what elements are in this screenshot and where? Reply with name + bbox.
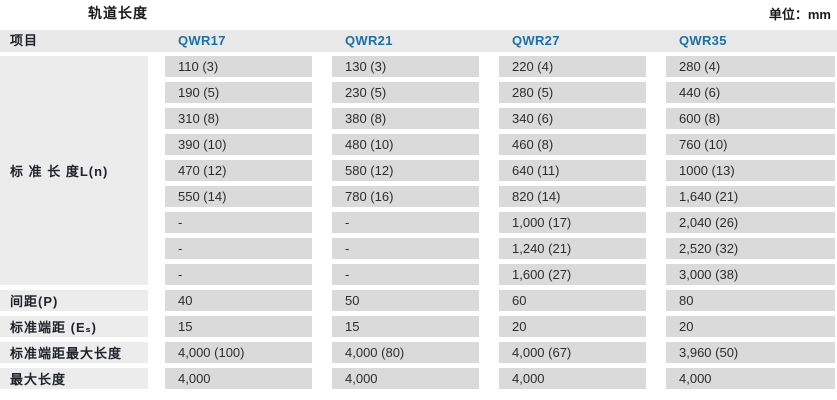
cell-qwr35-spec-3: 3,960 (50) (666, 342, 835, 363)
cell-qwr27-spec-3: 4,000 (67) (499, 342, 646, 363)
row-label-standard-length: 标 准 长 度L(n) (0, 56, 148, 285)
cell-qwr17-length-7: - (165, 212, 312, 233)
cell-qwr21-length-2: 230 (5) (332, 82, 479, 103)
section-title: 轨道长度 (88, 5, 148, 21)
cell-qwr17-spec-2: 15 (165, 316, 312, 337)
cell-qwr27-length-8: 1,240 (21) (499, 238, 646, 259)
column-header-qwr27: QWR27 (512, 33, 560, 48)
cell-qwr17-spec-4: 4,000 (165, 368, 312, 389)
cell-qwr27-length-2: 280 (5) (499, 82, 646, 103)
cell-qwr35-length-3: 600 (8) (666, 108, 835, 129)
cell-qwr21-length-3: 380 (8) (332, 108, 479, 129)
cell-qwr21-length-9: - (332, 264, 479, 285)
cell-qwr27-spec-2: 20 (499, 316, 646, 337)
row-label-spec-4: 最大长度 (0, 368, 148, 389)
row-label-spec-3: 标准端距最大长度 (0, 342, 148, 363)
cell-qwr35-spec-2: 20 (666, 316, 835, 337)
table-header-row: 项目 QWR17 QWR21 QWR27 QWR35 (0, 30, 837, 56)
cell-qwr21-length-4: 480 (10) (332, 134, 479, 155)
column-header-qwr21: QWR21 (345, 33, 393, 48)
cell-qwr21-length-5: 580 (12) (332, 160, 479, 181)
row-label-spec-1: 间距(P) (0, 290, 148, 311)
title-row: 轨道长度 单位：mm (0, 0, 837, 30)
cell-qwr35-spec-1: 80 (666, 290, 835, 311)
column-header-item: 项目 (10, 33, 39, 48)
cell-qwr27-spec-4: 4,000 (499, 368, 646, 389)
cell-qwr17-spec-3: 4,000 (100) (165, 342, 312, 363)
column-header-qwr17: QWR17 (178, 33, 226, 48)
cell-qwr17-length-2: 190 (5) (165, 82, 312, 103)
cell-qwr35-length-8: 2,520 (32) (666, 238, 835, 259)
cell-qwr27-spec-1: 60 (499, 290, 646, 311)
cell-qwr17-length-6: 550 (14) (165, 186, 312, 207)
row-label-spec-2: 标准端距 (Eₛ) (0, 316, 148, 337)
cell-qwr27-length-4: 460 (8) (499, 134, 646, 155)
cell-qwr17-length-5: 470 (12) (165, 160, 312, 181)
cell-qwr17-length-9: - (165, 264, 312, 285)
cell-qwr35-spec-4: 4,000 (666, 368, 835, 389)
cell-qwr17-length-3: 310 (8) (165, 108, 312, 129)
column-header-qwr35: QWR35 (679, 33, 727, 48)
cell-qwr21-spec-3: 4,000 (80) (332, 342, 479, 363)
cell-qwr21-length-1: 130 (3) (332, 56, 479, 77)
cell-qwr27-length-5: 640 (11) (499, 160, 646, 181)
cell-qwr35-length-1: 280 (4) (666, 56, 835, 77)
unit-label: 单位：mm (768, 6, 831, 22)
cell-qwr27-length-6: 820 (14) (499, 186, 646, 207)
cell-qwr35-length-5: 1000 (13) (666, 160, 835, 181)
cell-qwr17-length-8: - (165, 238, 312, 259)
cell-qwr21-length-7: - (332, 212, 479, 233)
cell-qwr17-length-1: 110 (3) (165, 56, 312, 77)
cell-qwr27-length-7: 1,000 (17) (499, 212, 646, 233)
cell-qwr21-spec-4: 4,000 (332, 368, 479, 389)
table-body: 标 准 长 度L(n) 110 (3) 130 (3) 220 (4) 280 (4) 1… (0, 56, 837, 389)
cell-qwr27-length-3: 340 (6) (499, 108, 646, 129)
cell-qwr35-length-4: 760 (10) (666, 134, 835, 155)
cell-qwr21-spec-1: 50 (332, 290, 479, 311)
cell-qwr35-length-6: 1,640 (21) (666, 186, 835, 207)
cell-qwr35-length-7: 2,040 (26) (666, 212, 835, 233)
cell-qwr35-length-2: 440 (6) (666, 82, 835, 103)
cell-qwr17-spec-1: 40 (165, 290, 312, 311)
cell-qwr27-length-9: 1,600 (27) (499, 264, 646, 285)
cell-qwr27-length-1: 220 (4) (499, 56, 646, 77)
cell-qwr17-length-4: 390 (10) (165, 134, 312, 155)
cell-qwr21-spec-2: 15 (332, 316, 479, 337)
cell-qwr21-length-6: 780 (16) (332, 186, 479, 207)
cell-qwr21-length-8: - (332, 238, 479, 259)
cell-qwr35-length-9: 3,000 (38) (666, 264, 835, 285)
